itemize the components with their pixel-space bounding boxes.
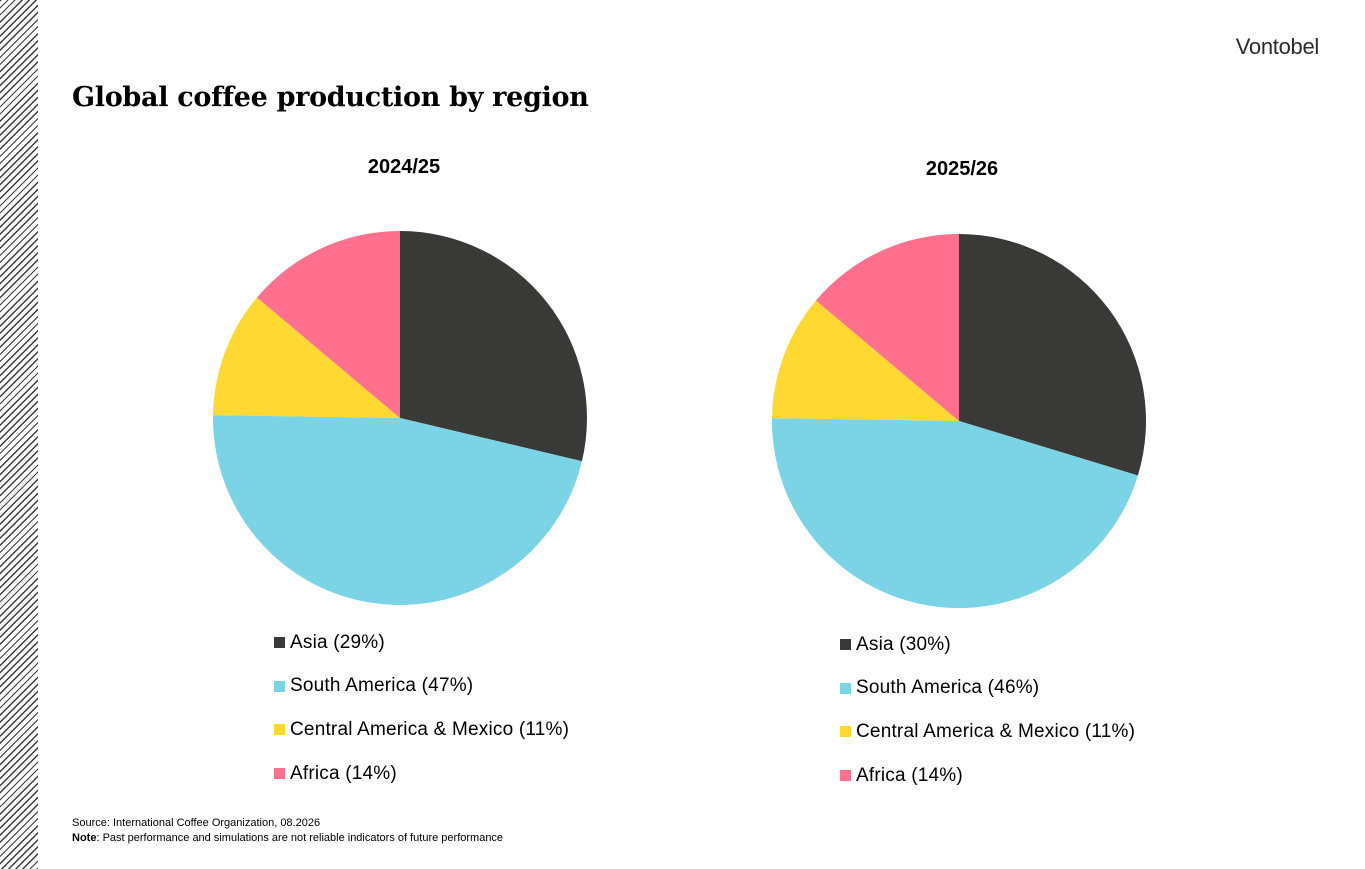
pie-chart-2025-26 xyxy=(772,234,1146,609)
legend-2025-26: Asia (30%) South America (46%) Central Ame… xyxy=(840,623,1135,797)
legend-label: Asia (29%) xyxy=(290,631,385,653)
legend-swatch xyxy=(840,770,851,782)
legend-swatch xyxy=(274,724,285,736)
page-title: Global coffee production by region xyxy=(72,82,589,113)
vontobel-logo: Vontobel xyxy=(1235,34,1320,59)
pie-slice-africa xyxy=(815,234,959,421)
pie-slice-central-america-and-mexico xyxy=(772,300,959,421)
chart-title-2024-25: 2024/25 xyxy=(367,156,441,178)
hatched-side-border xyxy=(0,0,38,869)
legend-label: South America (46%) xyxy=(856,677,1040,699)
footer-notes: Source: International Coffee Organizatio… xyxy=(72,816,503,846)
legend-item-central-america-and-mexico: Central America & Mexico (11%) xyxy=(274,708,569,752)
legend-swatch xyxy=(840,682,851,694)
chart-title-2025-26: 2025/26 xyxy=(925,158,999,180)
legend-label: Central America & Mexico (11%) xyxy=(290,718,570,740)
note-line: Note: Past performance and simulations a… xyxy=(72,831,503,846)
pie-slice-asia xyxy=(959,234,1146,476)
source-text: Source: International Coffee Organizatio… xyxy=(72,817,321,829)
note-label: Note xyxy=(72,832,97,844)
legend-label: Africa (14%) xyxy=(290,762,397,784)
legend-item-central-america-and-mexico: Central America & Mexico (11%) xyxy=(840,710,1135,754)
legend-swatch xyxy=(840,726,851,738)
legend-label: Africa (14%) xyxy=(856,764,963,786)
pie-slice-south-america xyxy=(212,415,582,605)
legend-label: Central America & Mexico (11%) xyxy=(856,720,1136,742)
legend-item-south-america: South America (47%) xyxy=(274,665,569,709)
pie-slice-asia xyxy=(400,231,587,462)
legend-swatch xyxy=(274,680,285,692)
pie-slice-central-america-and-mexico xyxy=(213,297,400,418)
pie-chart-2024-25 xyxy=(212,231,587,605)
legend-item-asia: Asia (29%) xyxy=(274,621,569,665)
legend-item-africa: Africa (14%) xyxy=(840,754,1135,798)
pie-slice-africa xyxy=(256,231,400,418)
legend-item-south-america: South America (46%) xyxy=(840,667,1135,711)
legend-swatch xyxy=(840,639,851,651)
legend-swatch xyxy=(274,637,285,649)
legend-label: Asia (30%) xyxy=(856,633,951,655)
legend-item-asia: Asia (30%) xyxy=(840,623,1135,667)
note-text: : Past performance and simulations are n… xyxy=(96,832,504,844)
legend-2024-25: Asia (29%) South America (47%) Central Ame… xyxy=(274,621,569,795)
legend-label: South America (47%) xyxy=(290,675,474,697)
legend-item-africa: Africa (14%) xyxy=(274,752,569,796)
pie-slice-south-america xyxy=(772,418,1138,609)
legend-swatch xyxy=(274,768,285,780)
